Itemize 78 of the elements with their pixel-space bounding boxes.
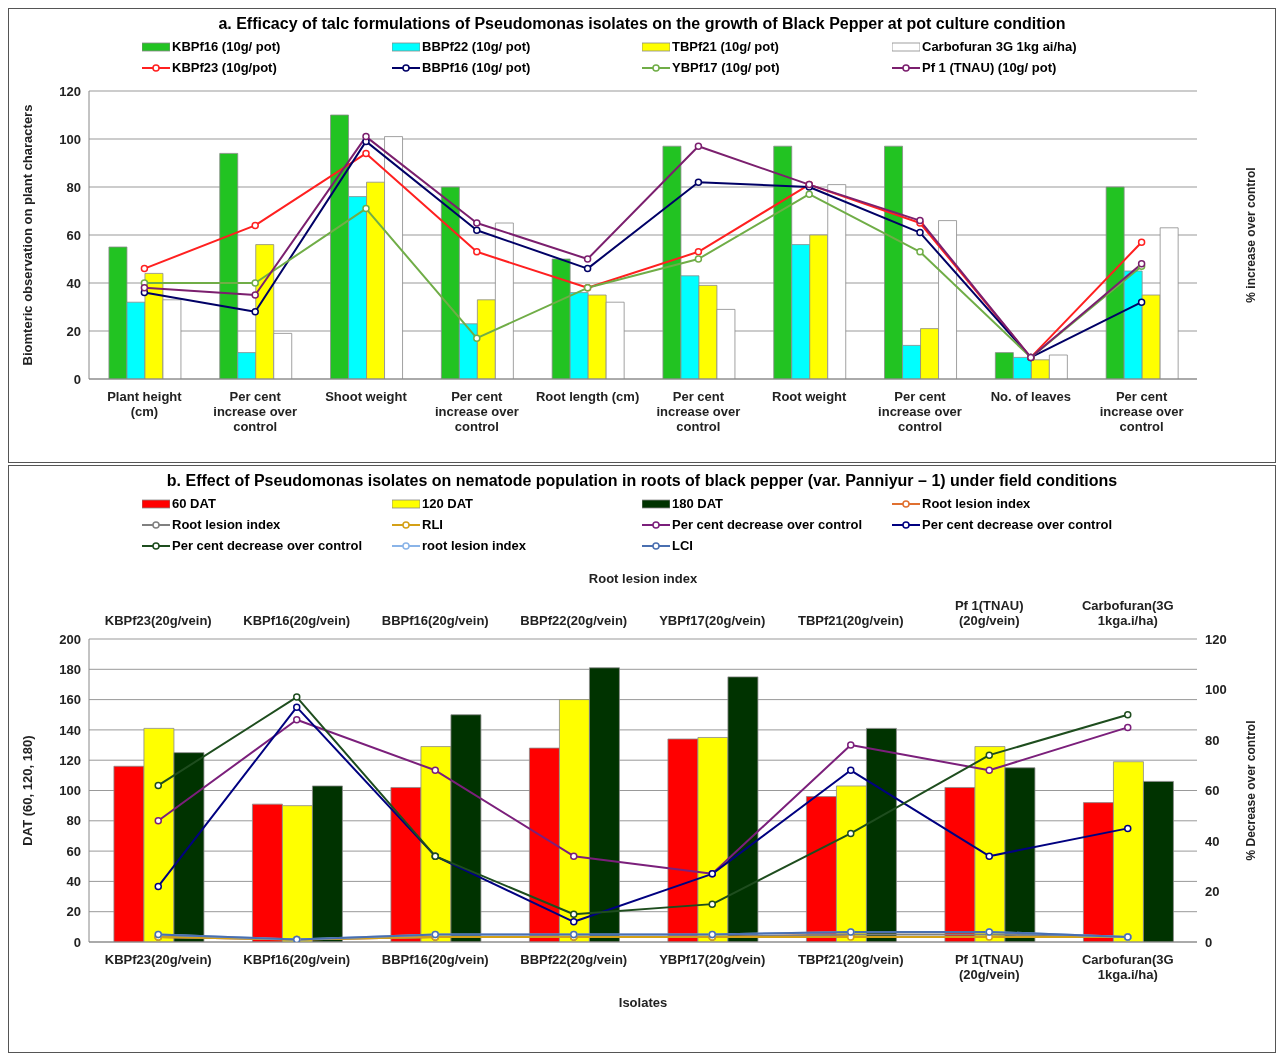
- y2-axis-title: % increase over control: [1244, 167, 1259, 303]
- category-label: Carbofuran(3G 1kga.i/ha): [1081, 598, 1174, 628]
- y2-tick-label: 20: [1205, 884, 1220, 900]
- y-tick-label: 40: [66, 874, 81, 890]
- legend-label: KBPf16 (10g/ pot): [172, 39, 281, 54]
- legend-label: Carbofuran 3G 1kg ai/ha): [922, 39, 1077, 54]
- legend-label: RLI: [422, 517, 443, 532]
- chart-title: a. Efficacy of talc formulations of Pseudomonas isolates on the growth of Black Pepper at pot culture condition: [217, 15, 1067, 33]
- x2-axis-title: Root lesion index: [588, 571, 698, 587]
- y-tick-label: 60: [66, 227, 81, 243]
- x-tick-label: Per cent increase over control: [434, 389, 519, 434]
- x-tick-label: Root length (cm): [535, 389, 640, 404]
- legend-label: Per cent decrease over control: [672, 517, 863, 532]
- legend-label: YBPf17 (10g/ pot): [672, 60, 780, 75]
- y-tick-label: 160: [59, 692, 81, 708]
- legend-label: 60 DAT: [172, 496, 216, 511]
- y-tick-label: 0: [73, 934, 81, 950]
- x-tick-label: No. of leaves: [990, 389, 1071, 404]
- y2-tick-label: 80: [1205, 732, 1220, 748]
- legend-label: Per cent decrease over control: [922, 517, 1113, 532]
- legend-label: Per cent decrease over control: [172, 538, 363, 553]
- x-tick-label: Root weight: [772, 389, 848, 404]
- x-tick-label: Per cent increase over control: [1099, 389, 1184, 434]
- y-axis-title: DAT (60, 120, 180): [19, 735, 35, 846]
- x-tick-label: BBPf22(20g/vein): [520, 952, 628, 967]
- category-label: BBPf22(20g/vein): [520, 613, 628, 628]
- y2-tick-label: 120: [1205, 631, 1227, 647]
- legend-label: Root lesion index: [922, 496, 1031, 511]
- y-tick-label: 100: [59, 131, 81, 147]
- y-tick-label: 180: [59, 661, 81, 677]
- legend-label: root lesion index: [422, 538, 527, 553]
- legend-label: Pf 1 (TNAU) (10g/ pot): [922, 60, 1057, 75]
- category-label: YBPf17(20g/vein): [659, 613, 766, 628]
- y-tick-label: 80: [66, 813, 81, 829]
- y-tick-label: 0: [73, 371, 81, 387]
- x-tick-label: Per cent increase over control: [878, 389, 962, 434]
- x-tick-label: Shoot weight: [325, 389, 408, 404]
- x-tick-label: TBPf21(20g/vein): [798, 952, 904, 967]
- legend-label: 180 DAT: [672, 496, 724, 511]
- legend-label: LCI: [672, 538, 693, 553]
- y-tick-label: 140: [59, 722, 81, 738]
- legend-label: BBPf22 (10g/ pot): [422, 39, 531, 54]
- x-tick-label: KBPf16(20g/vein): [243, 952, 351, 967]
- x-tick-label: Per cent increase over control: [213, 389, 298, 434]
- y-tick-label: 20: [66, 323, 81, 339]
- category-label: KBPf23(20g/vein): [104, 613, 212, 628]
- x-axis-title: Isolates: [618, 995, 668, 1010]
- y2-tick-label: 60: [1205, 783, 1220, 799]
- legend-label: TBPf21 (10g/ pot): [672, 39, 779, 54]
- y-tick-label: 60: [66, 843, 81, 859]
- y-tick-label: 120: [59, 83, 81, 99]
- x-tick-label: Pf 1(TNAU) (20g/vein): [954, 952, 1024, 982]
- x-tick-label: KBPf23(20g/vein): [104, 952, 212, 967]
- category-label: TBPf21(20g/vein): [798, 613, 904, 628]
- x-tick-label: Plant height (cm): [107, 389, 183, 419]
- y2-tick-label: 0: [1205, 934, 1213, 950]
- category-label: BBPf16(20g/vein): [381, 613, 489, 628]
- y2-axis-title: % Decrease over control: [1244, 720, 1259, 861]
- legend-label: KBPf23 (10g/pot): [172, 60, 277, 75]
- y2-tick-label: 40: [1205, 833, 1220, 849]
- y-tick-label: 120: [59, 752, 81, 768]
- chart-title: b. Effect of Pseudomonas isolates on nematode population in roots of black pepper (var. Panniyur – 1) under field conditions: [165, 472, 1119, 490]
- category-label: Pf 1(TNAU) (20g/vein): [954, 598, 1024, 628]
- x-tick-label: YBPf17(20g/vein): [659, 952, 766, 967]
- y-axis-title: Biomteric observation on plant characters: [19, 104, 35, 366]
- legend-label: BBPf16 (10g/ pot): [422, 60, 531, 75]
- x-tick-label: Carbofuran(3G 1kga.i/ha): [1081, 952, 1174, 982]
- category-label: KBPf16(20g/vein): [243, 613, 351, 628]
- legend-label: 120 DAT: [422, 496, 474, 511]
- x-tick-label: BBPf16(20g/vein): [381, 952, 489, 967]
- y-tick-label: 100: [59, 783, 81, 799]
- x-tick-label: Per cent increase over control: [656, 389, 741, 434]
- y-tick-label: 80: [66, 179, 81, 195]
- y-tick-label: 40: [66, 275, 81, 291]
- y-tick-label: 20: [66, 904, 81, 920]
- legend-label: Root lesion index: [172, 517, 281, 532]
- y-tick-label: 200: [59, 631, 81, 647]
- y2-tick-label: 100: [1205, 682, 1227, 698]
